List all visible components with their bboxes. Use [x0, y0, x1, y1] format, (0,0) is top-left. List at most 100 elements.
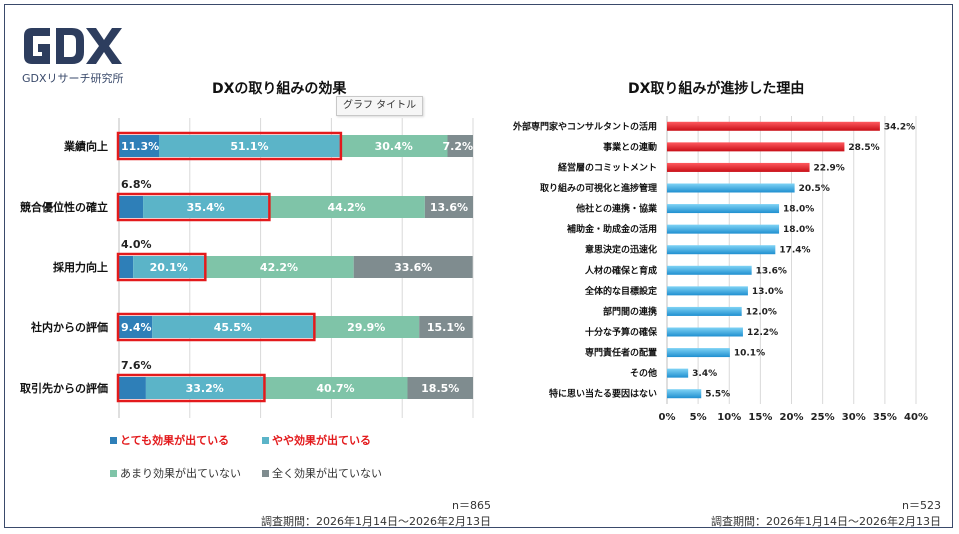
- bar: [667, 142, 845, 152]
- data-label: 22.9%: [814, 163, 845, 173]
- x-tick-label: 20%: [780, 412, 804, 423]
- category-label: 補助金・助成金の活用: [566, 223, 657, 235]
- bar-segment: [119, 135, 160, 157]
- category-label: 人材の確保と育成: [584, 264, 657, 276]
- gdx-logo: [24, 28, 122, 64]
- category-label: 部門間の連携: [603, 305, 657, 317]
- highlight-box: [116, 131, 343, 161]
- bar-segment: [407, 377, 473, 399]
- x-tick-label: 40%: [904, 412, 928, 423]
- bar-segment: [133, 256, 205, 278]
- bar-segment: [263, 377, 408, 399]
- category-label: 社内からの評価: [30, 320, 108, 334]
- category-label: 意思決定の迅速化: [585, 244, 657, 256]
- data-label: 12.2%: [747, 328, 778, 338]
- category-label: 特に思い当たる要因はない: [549, 388, 657, 400]
- data-label: 40.7%: [316, 382, 354, 395]
- x-tick-label: 25%: [811, 412, 835, 423]
- brand-subtitle: GDXリサーチ研究所: [22, 72, 124, 85]
- data-label: 12.0%: [746, 307, 777, 317]
- data-label: 13.6%: [430, 201, 468, 214]
- bar-segment: [119, 377, 146, 399]
- legend-label: あまり効果が出ていない: [120, 467, 241, 480]
- data-label: 7.2%: [442, 140, 473, 153]
- bar: [667, 204, 780, 214]
- highlight-box: [116, 192, 271, 222]
- category-label: 事業との連動: [603, 141, 657, 153]
- data-label: 42.2%: [260, 261, 298, 274]
- data-label: 51.1%: [230, 140, 268, 153]
- data-label: 18.0%: [783, 225, 814, 235]
- bar: [667, 121, 880, 131]
- category-label: 採用力向上: [53, 260, 108, 274]
- data-label: 17.4%: [779, 246, 810, 256]
- bar: [667, 327, 743, 337]
- bar: [667, 245, 776, 255]
- bar-segment: [353, 256, 473, 278]
- data-label: 34.2%: [884, 122, 915, 132]
- bar-segment: [419, 316, 473, 338]
- x-tick-label: 30%: [842, 412, 866, 423]
- bar: [667, 306, 742, 316]
- data-label: 20.5%: [799, 184, 830, 194]
- bar-segment: [119, 256, 134, 278]
- data-label: 10.1%: [734, 349, 765, 359]
- legend-label: 全く効果が出ていない: [272, 467, 382, 480]
- data-label: 20.1%: [150, 261, 188, 274]
- legend-item-little: あまり効果が出ていない: [110, 465, 241, 481]
- data-label: 15.1%: [427, 321, 465, 334]
- data-label: 30.4%: [375, 140, 413, 153]
- x-tick-label: 35%: [873, 412, 897, 423]
- bar: [667, 286, 748, 296]
- category-label: 業績向上: [63, 139, 108, 153]
- x-tick-label: 15%: [748, 412, 772, 423]
- bar: [667, 265, 752, 275]
- legend-swatch: [110, 469, 117, 477]
- data-label: 18.0%: [783, 205, 814, 215]
- bar-segment: [143, 196, 269, 218]
- bar: [667, 389, 702, 399]
- x-tick-label: 10%: [717, 412, 741, 423]
- data-label: 33.6%: [394, 261, 432, 274]
- legend-label: とても効果が出ている: [120, 434, 230, 447]
- left-sample-size: n＝865: [452, 499, 491, 512]
- legend-swatch: [110, 436, 117, 444]
- category-label: 外部専門家やコンサルタントの活用: [512, 120, 657, 132]
- x-tick-label: 0%: [659, 412, 676, 423]
- category-label: 専門責任者の配置: [585, 347, 657, 359]
- data-label: 3.4%: [692, 369, 717, 379]
- category-label: 取り組みの可視化と進捗管理: [540, 182, 657, 194]
- data-label: 29.9%: [347, 321, 385, 334]
- bar-segment: [339, 135, 448, 157]
- bar-segment: [447, 135, 473, 157]
- bar-segment: [152, 316, 314, 338]
- bar: [667, 183, 795, 193]
- data-label: 11.3%: [121, 140, 159, 153]
- legend-swatch: [262, 436, 269, 444]
- left-chart-title: DXの取り組みの効果: [212, 81, 347, 97]
- data-label: 13.0%: [752, 287, 783, 297]
- bar-segment: [204, 256, 354, 278]
- category-label: 取引先からの評価: [20, 381, 108, 395]
- legend-item-somewhat: やや効果が出ている: [262, 432, 371, 448]
- highlight-box: [116, 312, 316, 342]
- data-label: 9.4%: [121, 321, 152, 334]
- highlight-box: [116, 373, 266, 403]
- category-label: 競合優位性の確立: [20, 200, 108, 214]
- data-label: 7.6%: [121, 359, 152, 372]
- bar-segment: [313, 316, 420, 338]
- left-survey-period: 調査期間：2026年1月14日〜2026年2月13日: [261, 515, 491, 528]
- data-label: 35.4%: [187, 201, 225, 214]
- category-label: 他社との連携・協業: [575, 203, 658, 215]
- data-label: 18.5%: [421, 382, 459, 395]
- right-chart-title: DX取り組みが進捗した理由: [628, 81, 805, 97]
- data-label: 33.2%: [186, 382, 224, 395]
- legend-item-none: 全く効果が出ていない: [262, 465, 382, 481]
- bar-segment: [159, 135, 340, 157]
- category-label: 経営層のコミットメント: [558, 161, 657, 173]
- data-label: 13.6%: [756, 266, 787, 276]
- data-label: 6.8%: [121, 178, 152, 191]
- data-label: 5.5%: [705, 390, 730, 400]
- bar-segment: [268, 196, 425, 218]
- data-label: 44.2%: [328, 201, 366, 214]
